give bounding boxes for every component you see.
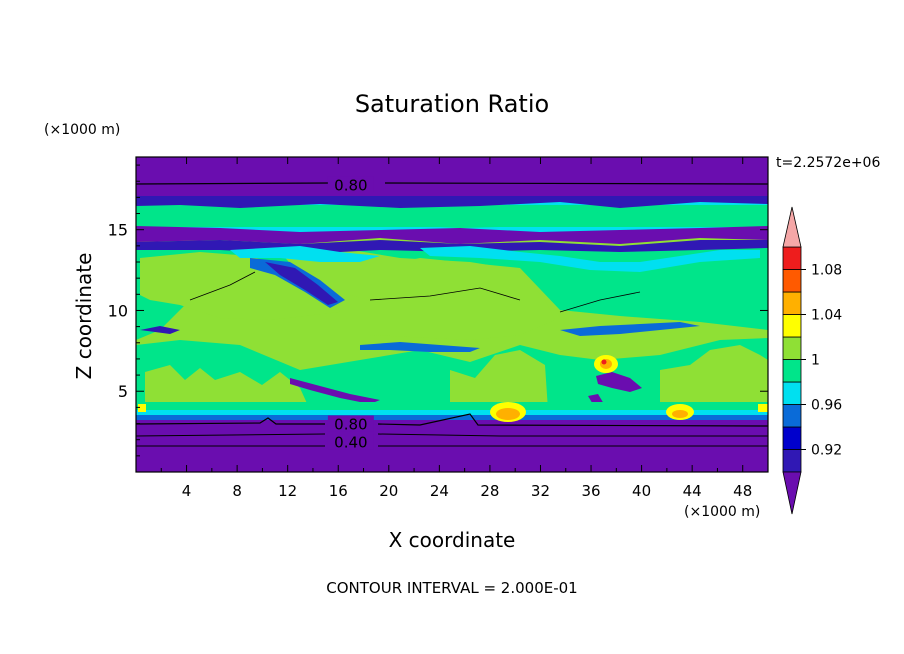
x-tick-label: 28 bbox=[480, 482, 499, 500]
x-tick-label: 16 bbox=[329, 482, 348, 500]
colorbar-segment bbox=[782, 291, 802, 315]
x-axis-label: X coordinate bbox=[389, 528, 516, 552]
colorbar-tick-label: 0.96 bbox=[811, 398, 842, 414]
colorbar-segment bbox=[782, 449, 802, 473]
x-tick-label: 44 bbox=[683, 482, 702, 500]
band-blue-top bbox=[136, 196, 768, 208]
colorbar-segment bbox=[782, 381, 802, 405]
streak-purple-1 bbox=[290, 378, 380, 404]
contour-label-bg bbox=[327, 176, 374, 193]
colorbar-segment bbox=[782, 269, 802, 293]
y-tick-label: 5 bbox=[118, 382, 128, 401]
x-tick-label: 20 bbox=[379, 482, 398, 500]
y-axis: 5 10 15 bbox=[108, 164, 768, 457]
contour-label: 0.80 bbox=[334, 416, 367, 434]
contour-line-low-2 bbox=[136, 433, 768, 437]
colorbar-tick-label: 1.08 bbox=[811, 263, 842, 279]
band-green-wave bbox=[150, 206, 768, 228]
y-tick-label: 15 bbox=[108, 221, 128, 240]
x-tick-label: 4 bbox=[182, 482, 192, 500]
y-axis-label: Z coordinate bbox=[72, 253, 96, 380]
streak-blue-2 bbox=[560, 322, 700, 336]
time-label: t=2.2572e+06 bbox=[776, 155, 880, 171]
colorbar: 0.92 0.96 1 1.04 1.08 bbox=[782, 206, 842, 515]
contour-line-top bbox=[136, 182, 768, 185]
x-tick-label: 48 bbox=[733, 482, 752, 500]
colorbar-high-arrow bbox=[782, 206, 802, 248]
colorbar-segment bbox=[782, 336, 802, 360]
band-cyan-dip bbox=[230, 246, 380, 262]
x-tick-label: 32 bbox=[531, 482, 550, 500]
band-cyan-dip-2 bbox=[420, 246, 760, 272]
moist-spot-1-orange bbox=[496, 408, 520, 420]
band-green-bl bbox=[136, 402, 768, 412]
x-unit-label: (×1000 m) bbox=[684, 504, 760, 520]
band-low-yellowgreen-2 bbox=[450, 350, 548, 410]
y-tick-label: 10 bbox=[108, 301, 128, 320]
x-axis: 4 8 12 16 20 24 28 32 36 40 44 48 bbox=[160, 157, 752, 500]
contour-label: 0.40 bbox=[334, 433, 367, 451]
contour-interval-note: CONTOUR INTERVAL = 2.000E-01 bbox=[326, 579, 577, 597]
plot-frame bbox=[135, 156, 769, 473]
x-tick-label: 12 bbox=[278, 482, 297, 500]
moist-spot-2-orange bbox=[672, 410, 688, 418]
contour-field bbox=[136, 157, 768, 472]
streak-purple-3 bbox=[596, 372, 642, 392]
moist-spot-3-red bbox=[601, 359, 607, 365]
x-tick-label: 36 bbox=[581, 482, 600, 500]
contour-line-low-1 bbox=[136, 413, 768, 427]
colorbar-tick-label: 1 bbox=[811, 353, 820, 369]
contour-label-bg bbox=[327, 433, 374, 450]
band-cyan-bl bbox=[136, 410, 768, 416]
band-mid-yellowgreen bbox=[270, 240, 555, 340]
colorbar-tick-label: 0.92 bbox=[811, 443, 842, 459]
contour-labels: 0.800.800.40 bbox=[327, 176, 374, 451]
band-low-yellowgreen-3 bbox=[660, 345, 768, 410]
band-low-yellowgreen-1 bbox=[145, 365, 310, 410]
colorbar-low-arrow bbox=[782, 471, 802, 515]
colorbar-segment bbox=[782, 359, 802, 383]
chart-title: Saturation Ratio bbox=[355, 90, 549, 118]
moist-spot-left-yellow bbox=[138, 404, 146, 412]
band-purple-top bbox=[136, 157, 768, 197]
contour-line-mid bbox=[189, 271, 641, 313]
x-tick-label: 8 bbox=[232, 482, 242, 500]
contour-label: 0.80 bbox=[334, 176, 367, 194]
filament-darkblue bbox=[265, 262, 338, 305]
moist-spot-right-yellow bbox=[758, 404, 768, 412]
colorbar-segment bbox=[782, 426, 802, 450]
colorbar-tick-label: 1.04 bbox=[811, 308, 842, 324]
band-purple-tropopause bbox=[136, 226, 768, 244]
streak-blue-1 bbox=[360, 342, 480, 352]
colorbar-segment bbox=[782, 314, 802, 338]
x-tick-label: 24 bbox=[430, 482, 449, 500]
contour-label-bg bbox=[327, 415, 374, 432]
streak-purple-2 bbox=[140, 326, 180, 334]
colorbar-segment bbox=[782, 246, 802, 270]
x-tick-label: 40 bbox=[632, 482, 651, 500]
colorbar-segment bbox=[782, 404, 802, 428]
y-unit-label: (×1000 m) bbox=[44, 122, 120, 138]
